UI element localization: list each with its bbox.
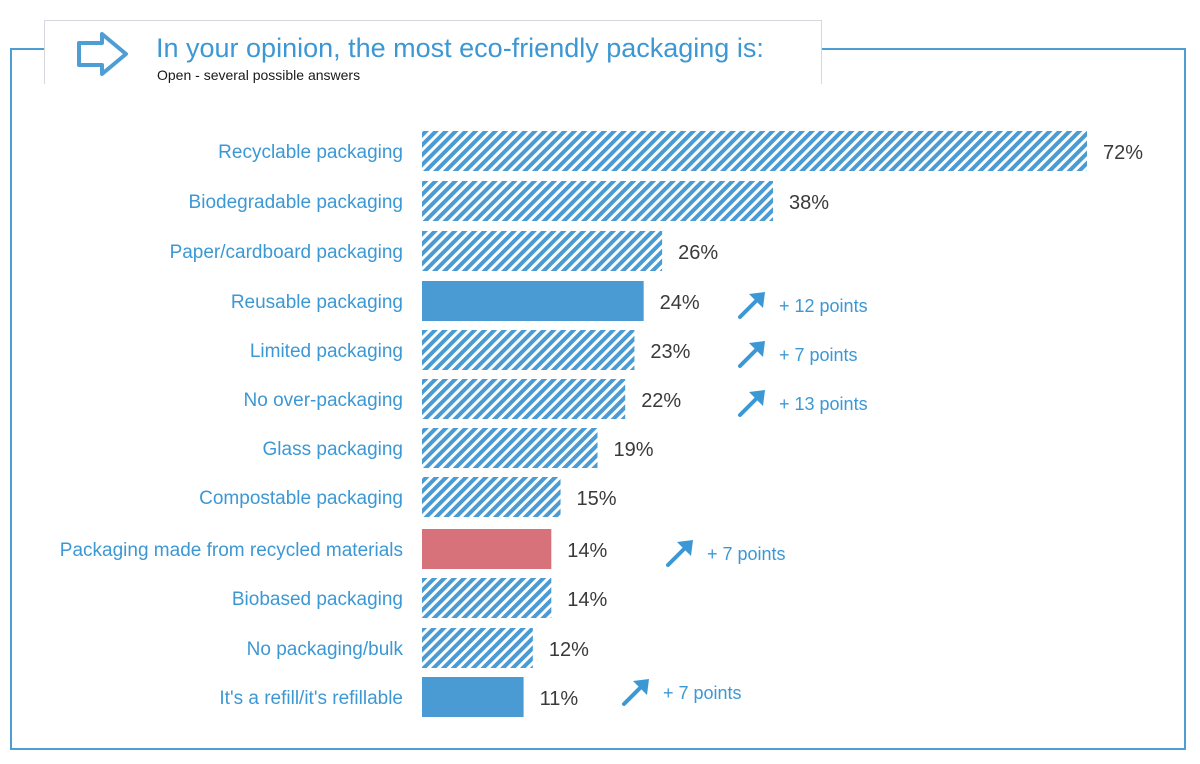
bar <box>422 529 552 569</box>
value-label: 14% <box>567 589 607 611</box>
value-label: 23% <box>650 341 690 363</box>
category-label: Biodegradable packaging <box>189 192 403 213</box>
trend-up-icon <box>738 390 765 417</box>
value-label: 14% <box>567 540 607 562</box>
chart-title: In your opinion, the most eco-friendly p… <box>156 33 764 63</box>
value-label: 22% <box>641 390 681 412</box>
arrow-right-outline-icon <box>77 32 128 76</box>
arrow-head <box>677 540 693 556</box>
title-tab <box>44 20 822 84</box>
bar <box>422 379 626 419</box>
trend-up-icon <box>738 292 765 319</box>
bar <box>422 131 1087 171</box>
value-label: 11% <box>540 688 579 710</box>
category-label: Compostable packaging <box>199 488 403 509</box>
trend-up-icon <box>622 679 649 706</box>
bar <box>422 477 561 517</box>
value-label: 15% <box>577 488 617 510</box>
category-label: Glass packaging <box>263 439 403 460</box>
trend-up-icon <box>666 540 693 567</box>
trend-annotation: + 7 points <box>779 345 858 365</box>
trend-annotation: + 7 points <box>663 683 742 703</box>
arrow-head <box>749 292 765 308</box>
bar <box>422 330 635 370</box>
arrow-head <box>749 390 765 406</box>
bar <box>422 578 552 618</box>
bar <box>422 677 524 717</box>
value-label: 19% <box>613 439 653 461</box>
bar <box>422 231 663 271</box>
bar <box>422 428 598 468</box>
bar <box>422 281 644 321</box>
chart-subtitle: Open - several possible answers <box>157 67 361 83</box>
trend-annotation: + 7 points <box>707 544 786 564</box>
trend-up-icon <box>738 341 765 368</box>
category-label: Biobased packaging <box>232 589 403 610</box>
bar <box>422 628 533 668</box>
category-label: No over-packaging <box>244 390 403 411</box>
trend-annotation: + 13 points <box>779 394 868 414</box>
category-label: Reusable packaging <box>231 292 403 313</box>
arrow-head <box>749 341 765 357</box>
value-label: 72% <box>1103 142 1143 164</box>
category-label: It's a refill/it's refillable <box>219 688 403 709</box>
category-label: Limited packaging <box>250 341 403 362</box>
arrow-head <box>633 679 649 695</box>
category-label: No packaging/bulk <box>247 639 404 660</box>
category-label: Recyclable packaging <box>218 142 403 163</box>
value-label: 24% <box>660 292 700 314</box>
bar <box>422 181 773 221</box>
category-label: Paper/cardboard packaging <box>170 242 403 263</box>
category-label: Packaging made from recycled materials <box>60 540 403 561</box>
value-label: 12% <box>549 639 589 661</box>
value-label: 26% <box>678 242 718 264</box>
trend-annotation: + 12 points <box>779 296 868 316</box>
value-label: 38% <box>789 192 829 214</box>
